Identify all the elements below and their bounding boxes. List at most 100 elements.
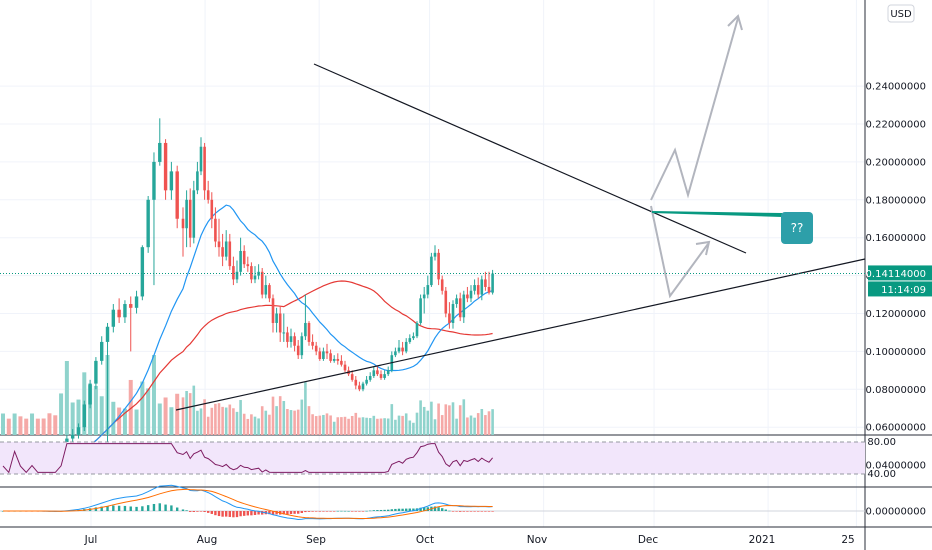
candle-body	[250, 266, 253, 280]
candle-body	[332, 358, 336, 361]
macd-histogram-bar	[268, 511, 271, 515]
macd-histogram-bar	[340, 510, 343, 512]
volume-bar	[451, 402, 455, 435]
macd-histogram-bar	[361, 511, 365, 512]
candle-body	[304, 322, 307, 337]
candle-body	[476, 285, 480, 295]
volume-bar	[70, 402, 75, 435]
volume-bar	[318, 415, 322, 435]
macd-histogram-bar	[473, 511, 476, 512]
candle-body	[426, 285, 430, 295]
candle-body	[415, 322, 419, 337]
price-tick-label: 0.24000000	[866, 82, 926, 93]
candle-body	[210, 199, 214, 219]
trend-drawings[interactable]: ??	[175, 14, 866, 411]
volume-bar	[268, 414, 271, 435]
time-tick-label: Nov	[527, 534, 548, 546]
macd-pane: 0.00000000	[0, 484, 926, 521]
volume-bar	[47, 413, 52, 435]
volume-bar	[394, 419, 397, 435]
macd-histogram-bar	[189, 511, 192, 512]
volume-bar	[228, 404, 232, 435]
macd-histogram-bar	[221, 511, 224, 517]
candle-body	[322, 351, 325, 359]
macd-histogram-bar	[164, 504, 167, 511]
volume-bar	[376, 418, 379, 435]
time-tick-label: Oct	[416, 534, 434, 546]
macd-histogram-bar	[311, 511, 314, 512]
volume-bar	[196, 410, 199, 435]
macd-histogram-bar	[405, 508, 408, 511]
macd-histogram-bar	[484, 511, 487, 512]
candle-body	[158, 142, 162, 162]
candle-body	[224, 241, 228, 257]
candle-body	[246, 264, 250, 267]
volume-bar	[242, 413, 246, 435]
volume-bar	[6, 418, 11, 435]
macd-histogram-bar	[250, 511, 253, 516]
volume-bar	[278, 396, 282, 435]
candle-body	[271, 298, 275, 323]
volume-bar	[257, 418, 260, 435]
macd-histogram-bar	[455, 511, 458, 512]
macd-histogram-bar	[444, 509, 447, 511]
resistance-trendline	[313, 63, 747, 254]
candle-body	[275, 313, 278, 323]
macd-histogram-bar	[487, 511, 491, 512]
macd-histogram-bar	[158, 503, 161, 511]
volume-bar	[289, 410, 293, 435]
volume-bar	[469, 415, 473, 435]
volume-bar	[422, 406, 426, 435]
candle-body	[70, 434, 75, 439]
volume-bar	[24, 418, 29, 435]
macd-histogram-bar	[232, 511, 235, 518]
candle-body	[480, 279, 484, 295]
volume-bar	[217, 403, 221, 435]
volume-bar	[192, 385, 196, 435]
macd-histogram-bar	[185, 510, 188, 511]
volume-bar	[260, 406, 264, 435]
macd-histogram-bar	[376, 510, 379, 511]
volume-bar	[473, 417, 476, 435]
macd-histogram-bar	[390, 509, 393, 511]
macd-histogram-bar	[459, 511, 462, 512]
candle-body	[473, 285, 476, 291]
price-tick-label: 0.20000000	[866, 157, 926, 168]
volume-bar	[53, 415, 58, 435]
volume-bar	[300, 399, 304, 435]
candle-body	[358, 385, 361, 390]
candle-body	[354, 379, 358, 386]
volume-bar	[480, 409, 484, 435]
candle-body	[221, 247, 224, 257]
macd-histogram-bar	[192, 511, 195, 512]
moving-averages	[2, 204, 493, 459]
volume-bar	[235, 411, 239, 435]
candle-body	[203, 146, 206, 191]
macd-histogram-bar	[336, 510, 339, 512]
candle-body	[307, 322, 311, 342]
macd-histogram-bar	[170, 505, 173, 511]
volume-bar	[437, 403, 440, 435]
price-tick-label: 0.06000000	[866, 423, 926, 434]
volume-bar	[307, 406, 311, 435]
volume-bar	[329, 415, 332, 435]
candle-body	[253, 275, 257, 280]
price-tick-label: 0.10000000	[866, 347, 926, 358]
macd-histogram-bar	[239, 511, 242, 517]
time-axis[interactable]: Jul Aug Sep Oct Nov Dec 2021 25	[84, 534, 855, 546]
candle-body	[88, 383, 92, 405]
time-tick-label: 25	[841, 534, 854, 546]
macd-histogram-bar	[351, 511, 354, 512]
volume-bar	[293, 410, 296, 435]
candle-body	[469, 290, 473, 299]
candle-body	[289, 336, 293, 342]
candle-body	[117, 309, 121, 318]
volume-bar	[275, 406, 278, 435]
volume-bar	[99, 396, 104, 435]
macd-histogram-bar	[491, 511, 494, 512]
candle-body	[484, 279, 487, 287]
macd-histogram-bar	[286, 511, 289, 515]
macd-histogram-bar	[228, 511, 231, 517]
candle-body	[105, 326, 110, 342]
